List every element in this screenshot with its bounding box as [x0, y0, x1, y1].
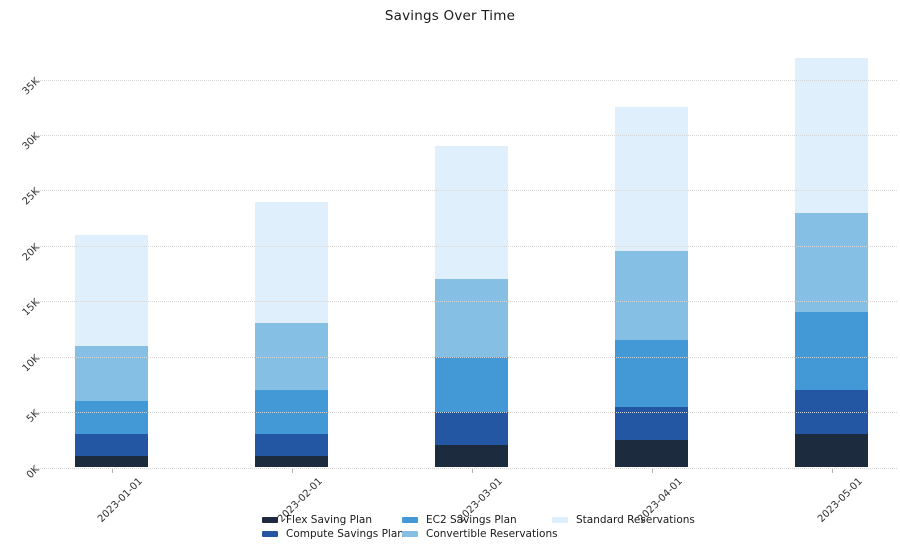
gridline — [35, 245, 897, 247]
gridline — [35, 412, 897, 414]
gridline — [35, 135, 897, 137]
legend-label: Standard Reservations — [576, 514, 695, 526]
bar-segment[interactable] — [255, 389, 328, 435]
legend-item[interactable]: Standard Reservations — [552, 513, 695, 527]
bar-segment[interactable] — [435, 412, 508, 446]
bar-segment[interactable] — [615, 107, 688, 252]
x-axis-tick — [291, 467, 293, 473]
bar-segment[interactable] — [435, 356, 508, 413]
legend-swatch-icon — [552, 517, 568, 523]
bar-segment[interactable] — [75, 345, 148, 401]
x-axis-tick — [651, 467, 653, 473]
legend-column: Standard Reservations — [552, 513, 695, 527]
chart-title: Savings Over Time — [384, 8, 516, 24]
legend-column: EC2 Savings Plan Convertible Reservations — [402, 513, 558, 541]
bar-segment[interactable] — [255, 323, 328, 390]
legend-column: Flex Saving Plan Compute Savings Plan — [262, 513, 404, 541]
gridline — [35, 356, 897, 358]
gridline — [35, 79, 897, 81]
legend-label: Flex Saving Plan — [286, 514, 373, 526]
bar-segment[interactable] — [615, 251, 688, 341]
legend-label: Compute Savings Plan — [286, 528, 404, 540]
x-axis-label: 2023-05-01 — [816, 476, 866, 525]
bar-segment[interactable] — [615, 439, 688, 468]
bar-segment[interactable] — [615, 340, 688, 407]
bar-segment[interactable] — [435, 279, 508, 357]
y-axis-label: 0K — [24, 463, 42, 481]
y-axis-label: 15K — [20, 297, 42, 319]
bar-segment[interactable] — [75, 456, 148, 468]
bar-segment[interactable] — [435, 146, 508, 280]
bar-segment[interactable] — [795, 312, 868, 390]
legend-swatch-icon — [262, 531, 278, 537]
legend-swatch-icon — [402, 517, 418, 523]
bar-segment[interactable] — [795, 389, 868, 435]
y-axis-label: 5K — [24, 408, 42, 426]
legend-label: Convertible Reservations — [426, 528, 558, 540]
legend-item[interactable]: Convertible Reservations — [402, 527, 558, 541]
bar-segment[interactable] — [75, 434, 148, 457]
legend-label: EC2 Savings Plan — [426, 514, 517, 526]
bar-segment[interactable] — [795, 434, 868, 468]
x-axis-label: 2023-01-01 — [96, 476, 146, 525]
x-axis-tick — [111, 467, 113, 473]
bar-segment[interactable] — [255, 201, 328, 324]
bar-segment[interactable] — [255, 434, 328, 457]
bar-segment[interactable] — [75, 401, 148, 435]
x-axis-tick — [831, 467, 833, 473]
legend-item[interactable]: Flex Saving Plan — [262, 513, 404, 527]
gridline — [35, 467, 897, 469]
gridline — [35, 301, 897, 303]
legend-item[interactable]: EC2 Savings Plan — [402, 513, 558, 527]
x-axis-tick — [471, 467, 473, 473]
legend-swatch-icon — [262, 517, 278, 523]
y-axis-label: 25K — [20, 186, 42, 208]
bar-segment[interactable] — [255, 456, 328, 468]
bar-segment[interactable] — [795, 212, 868, 313]
legend-swatch-icon — [402, 531, 418, 537]
legend-item[interactable]: Compute Savings Plan — [262, 527, 404, 541]
bar-segment[interactable] — [75, 234, 148, 346]
bar-segment[interactable] — [615, 406, 688, 440]
bar-segment[interactable] — [435, 445, 508, 468]
gridline — [35, 190, 897, 192]
